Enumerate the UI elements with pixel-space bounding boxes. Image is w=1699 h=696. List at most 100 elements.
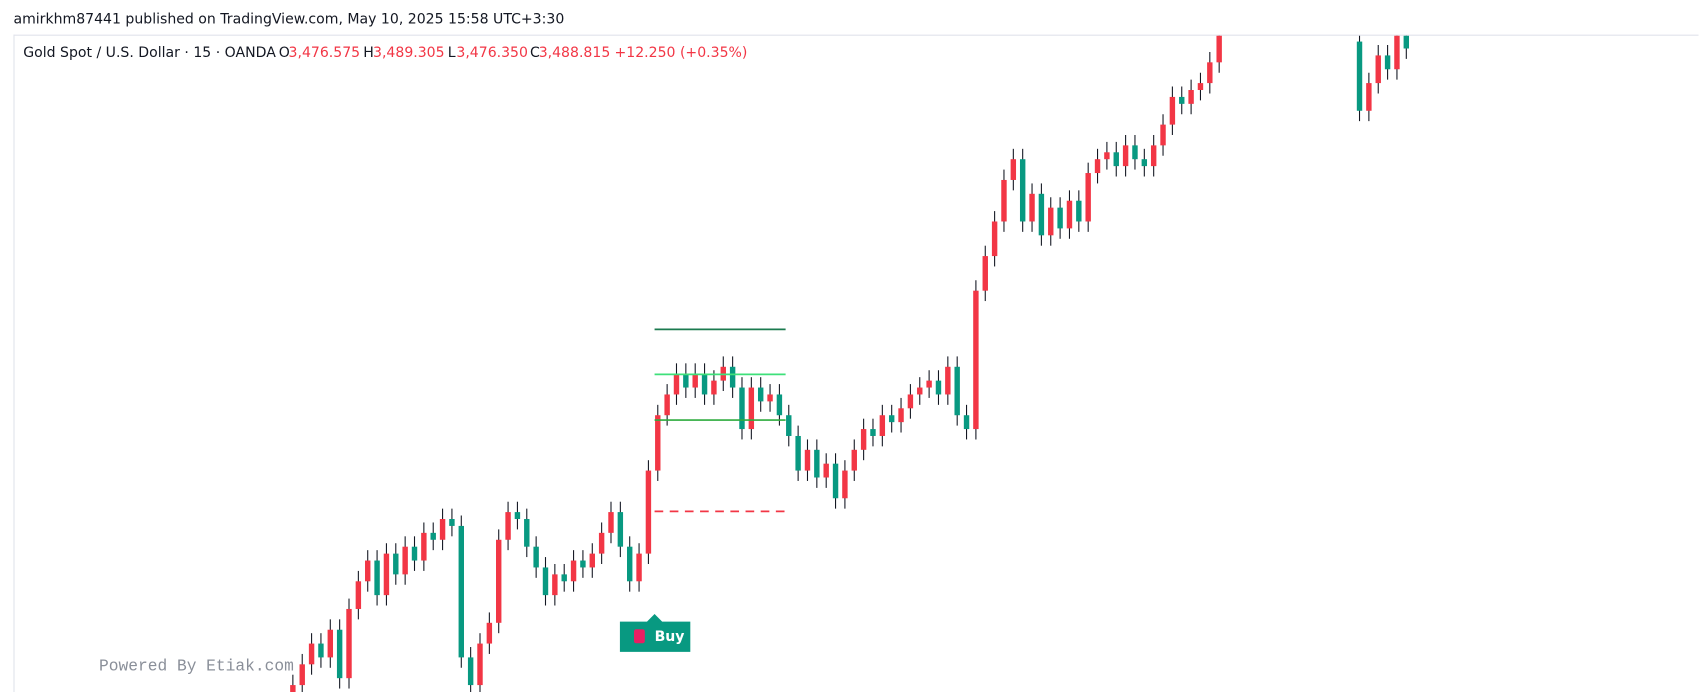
candle-body (804, 449, 811, 471)
candle-body (383, 553, 390, 596)
candle-body (355, 581, 362, 609)
candle-body (439, 519, 446, 540)
candle-body (814, 449, 820, 478)
candle-body (1141, 159, 1148, 167)
candle-body (973, 290, 979, 430)
candle-body (1179, 96, 1185, 104)
candle-body (917, 387, 923, 395)
plot (290, 35, 1410, 692)
signal-label: Buy (655, 629, 685, 645)
candle-body (580, 560, 586, 568)
ohlc-label: L (448, 45, 456, 61)
signal-icon (633, 629, 645, 644)
publisher: amirkhm87441 published on TradingView.co… (13, 11, 564, 27)
candle-body (327, 629, 334, 658)
candle-body (514, 512, 521, 520)
candle-body (1169, 96, 1176, 125)
candle-body (851, 449, 857, 471)
candle-body (982, 256, 988, 291)
candle-body (486, 622, 493, 644)
change: +12.250 (+0.35%) (615, 45, 748, 61)
candle-body (945, 366, 951, 395)
candle-body (496, 539, 502, 623)
candle-body (701, 373, 708, 395)
symbol[interactable]: Gold Spot / U.S. Dollar · 15 · OANDA (23, 45, 276, 61)
candle-body (1216, 35, 1222, 63)
candle-body (1207, 62, 1213, 84)
candle-body (879, 415, 886, 436)
candle-body (1038, 193, 1045, 236)
candle-body (561, 574, 567, 582)
candle-body (1029, 193, 1035, 222)
candle-body (542, 567, 549, 596)
candle-body (524, 519, 530, 547)
candle-body (907, 394, 914, 409)
candle-body (467, 657, 474, 686)
candle-body (308, 643, 315, 665)
candle-body (823, 463, 829, 478)
candle-body (636, 553, 642, 582)
candle-body (729, 366, 736, 388)
candle-body (1394, 35, 1400, 70)
candle-body (1001, 179, 1007, 222)
candle-body (365, 560, 371, 582)
candle-body (692, 373, 698, 388)
candle-body (1384, 55, 1391, 70)
candle-body (477, 643, 483, 686)
ohlc-label: C (530, 45, 540, 61)
candle-body (552, 574, 558, 596)
candle-body (776, 394, 783, 416)
candle-body (598, 532, 605, 554)
candle-body (336, 629, 343, 679)
candle-body (1150, 145, 1157, 167)
candle-body (748, 387, 755, 430)
candle-body (421, 532, 427, 561)
candle-body (290, 685, 296, 692)
candle-body (888, 415, 895, 423)
candle-body (393, 553, 399, 575)
ohlc-value: 3,488.815 (539, 45, 611, 61)
candle-body (1356, 41, 1363, 111)
candle-body (318, 643, 324, 658)
ohlc-value: 3,489.305 (373, 45, 445, 61)
candle-body (664, 394, 670, 416)
candle-body (898, 408, 904, 423)
candle-body (617, 512, 624, 547)
candle-body (991, 221, 998, 257)
candle-body (533, 546, 539, 568)
watermark: Powered By Etiak.com (99, 656, 294, 675)
candle-body (608, 512, 614, 533)
candle-body (1122, 145, 1129, 167)
candle-body (832, 463, 839, 499)
candle-body (299, 664, 305, 686)
candle-body (1403, 35, 1410, 49)
candle-body (411, 546, 418, 561)
candle-body (1048, 207, 1054, 236)
candle-body (1113, 152, 1119, 167)
candle-body (1104, 152, 1110, 160)
candle-body (402, 546, 408, 575)
candle-body (1085, 173, 1091, 222)
candle-body (926, 380, 932, 388)
candle-body (795, 435, 801, 471)
candle-body (1160, 124, 1166, 146)
candle-body (589, 553, 595, 568)
candle-body (757, 387, 764, 402)
candle-body (739, 387, 745, 430)
candle-body (1094, 159, 1101, 174)
candle-body (1366, 83, 1372, 111)
candle-body (870, 429, 876, 436)
candle-body (430, 532, 436, 540)
buy-signal[interactable]: Buy (619, 614, 691, 652)
candle-body (935, 380, 942, 395)
candle-body (346, 608, 352, 679)
candle-body (711, 380, 717, 395)
candle-body (570, 560, 577, 582)
candle-body (374, 560, 380, 596)
ohlc-label: H (363, 45, 374, 61)
candle-body (645, 470, 652, 554)
ohlc-value: 3,476.350 (456, 45, 528, 61)
candle-body (1132, 145, 1138, 160)
